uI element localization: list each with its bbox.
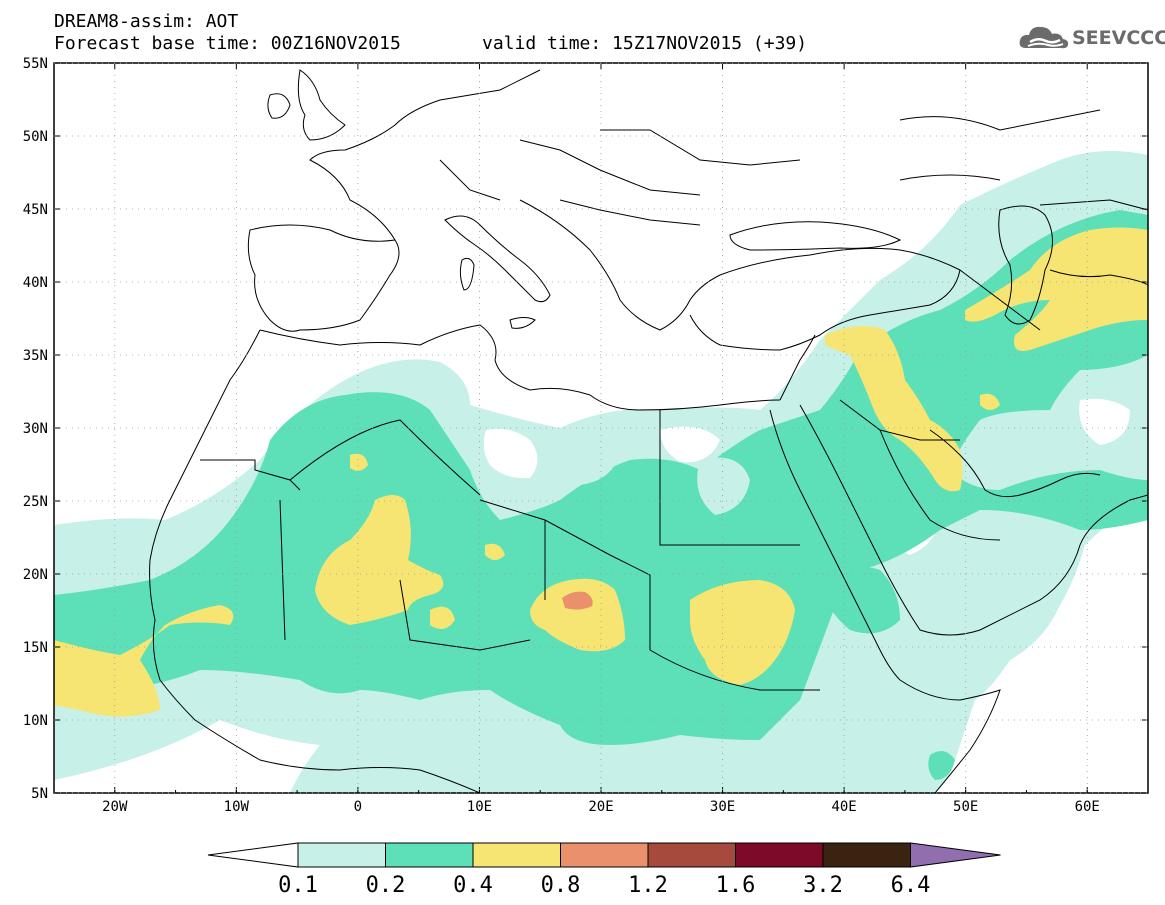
colorbar-segment	[647, 842, 736, 868]
lat-label: 25N	[23, 494, 48, 510]
lon-label: 50E	[953, 799, 978, 815]
colorbar-label: 0.1	[278, 873, 318, 898]
aot-band-0.8-1.2	[562, 591, 593, 610]
colorbar-segment	[297, 842, 386, 868]
colorbar-label: 1.6	[716, 873, 756, 898]
lat-label: 40N	[23, 275, 48, 291]
colorbar-segment	[385, 842, 474, 868]
lat-label: 10N	[23, 713, 48, 729]
forecast-base-time: Forecast base time: 00Z16NOV2015	[54, 33, 401, 54]
lon-label: 20W	[102, 799, 128, 815]
lon-label: 40E	[831, 799, 856, 815]
colorbar-segment	[822, 842, 911, 868]
lon-label: 0	[354, 799, 362, 815]
lat-label: 5N	[31, 786, 48, 802]
lon-label: 30E	[710, 799, 735, 815]
lat-label: 15N	[23, 640, 48, 656]
graticule: 55N 50N 45N 40N 35N 30N 25N 20N 15N 10N 5N 20W 10W 0 1…	[23, 56, 1149, 815]
lat-label: 45N	[23, 202, 48, 218]
colorbar-label: 6.4	[891, 873, 931, 898]
lat-label: 50N	[23, 129, 48, 145]
lon-label: 10W	[224, 799, 250, 815]
cloud-logo-icon	[1019, 26, 1069, 49]
colorbar-label: 0.4	[453, 873, 493, 898]
coastlines-and-borders	[149, 69, 1148, 793]
lon-label: 10E	[467, 799, 492, 815]
model-title: DREAM8-assim: AOT	[54, 11, 239, 32]
aot-band-0.1-0.2-inner	[559, 416, 1060, 515]
colorbar-label: 3.2	[803, 873, 843, 898]
lat-label: 30N	[23, 421, 48, 437]
lon-label: 20E	[588, 799, 613, 815]
aot-band-0.4-0.8	[54, 227, 1148, 717]
lon-label: 60E	[1075, 799, 1100, 815]
colorbar-segment	[472, 842, 561, 868]
colorbar-label: 0.2	[366, 873, 406, 898]
colorbar-segment	[735, 842, 824, 868]
colorbar-low-triangle	[207, 842, 299, 868]
colorbar-legend: 0.1 0.2 0.4 0.8 1.2 1.6 3.2 6.4	[207, 842, 1001, 898]
colorbar-label: 0.8	[541, 873, 581, 898]
lat-label: 55N	[23, 56, 48, 72]
colorbar-label: 1.2	[628, 873, 668, 898]
lat-label: 35N	[23, 348, 48, 364]
logo-text: SEEVCCC	[1072, 27, 1165, 49]
lat-label: 20N	[23, 567, 48, 583]
valid-time: valid time: 15Z17NOV2015 (+39)	[482, 33, 808, 54]
colorbar-segment	[560, 842, 649, 868]
colorbar-high-triangle	[910, 842, 1001, 868]
